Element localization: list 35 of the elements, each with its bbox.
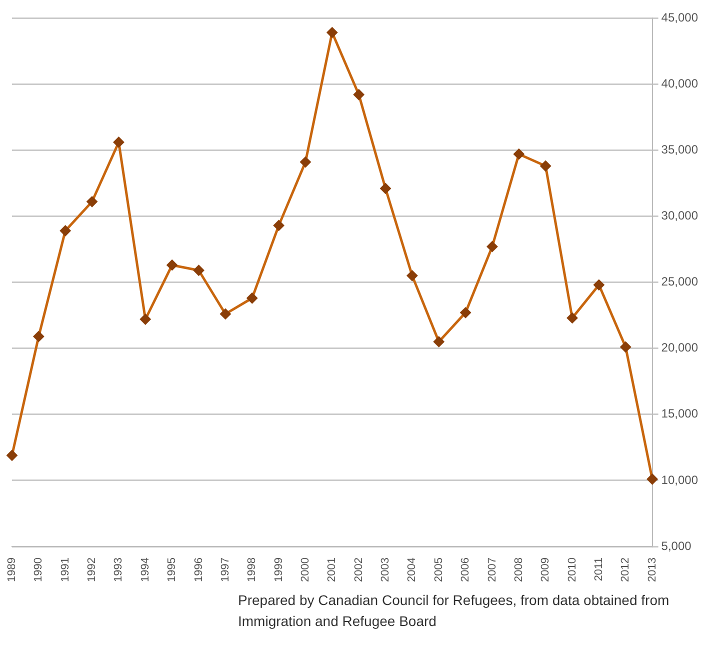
x-tick-label: 1989 <box>6 558 18 582</box>
x-tick-label: 1993 <box>112 558 125 582</box>
x-tick-label: 2005 <box>432 558 445 582</box>
x-tick-label: 1990 <box>32 558 45 582</box>
x-tick-label: 2004 <box>406 558 418 582</box>
y-tick-label: 35,000 <box>661 142 698 156</box>
x-tick-label: 2002 <box>352 558 365 582</box>
y-tick-label: 30,000 <box>661 208 698 223</box>
x-tick-label: 1999 <box>272 558 285 582</box>
x-tick-label: 2007 <box>486 558 498 582</box>
y-tick-label: 5,000 <box>661 538 692 553</box>
y-tick-label: 25,000 <box>661 274 698 289</box>
y-tick-label: 20,000 <box>661 340 698 355</box>
x-tick-label: 2012 <box>620 558 632 582</box>
y-tick-label: 40,000 <box>661 76 698 90</box>
text: Prepared by Canadian Council for Refugees, from data obtained from Immigration and Refugee Board <box>238 591 670 631</box>
x-tick-label: 1998 <box>246 558 258 582</box>
x-tick-label: 2001 <box>326 558 338 582</box>
x-tick-label: 1991 <box>59 558 72 582</box>
x-tick-label: 2009 <box>540 558 552 582</box>
x-tick-label: 2011 <box>592 558 605 582</box>
y-tick-label: 15,000 <box>661 406 698 421</box>
x-tick-label: 1996 <box>192 558 205 582</box>
x-tick-label: 1992 <box>86 558 98 582</box>
x-tick-label: 1997 <box>219 558 232 582</box>
x-tick-label: 2006 <box>460 558 472 582</box>
x-tick-label: 2000 <box>300 558 312 582</box>
x-tick-label: 2013 <box>646 558 658 582</box>
x-tick-label: 1994 <box>139 558 152 582</box>
x-tick-label: 1995 <box>166 558 178 582</box>
y-tick-label: 10,000 <box>661 472 698 487</box>
x-tick-label: 2003 <box>380 558 392 582</box>
y-tick-label: 45,000 <box>661 10 698 24</box>
x-tick-label: 2008 <box>512 558 525 582</box>
x-tick-label: 2010 <box>566 558 578 582</box>
